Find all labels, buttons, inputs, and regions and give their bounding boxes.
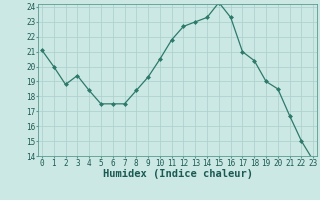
X-axis label: Humidex (Indice chaleur): Humidex (Indice chaleur) [103,169,252,179]
